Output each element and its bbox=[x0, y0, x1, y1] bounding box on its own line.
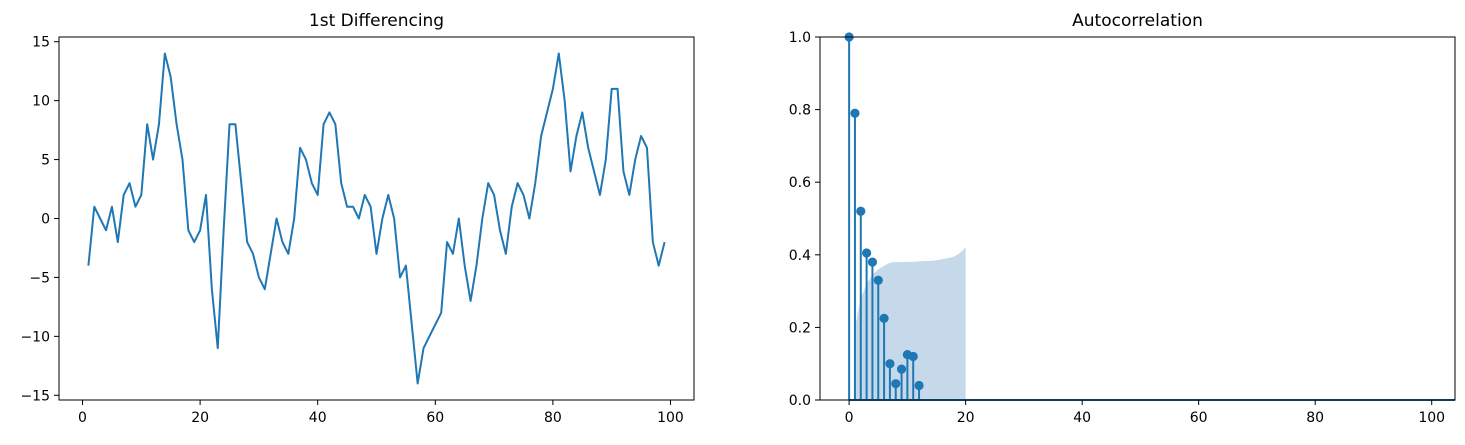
confidence-band bbox=[854, 247, 966, 400]
series-line bbox=[87, 52, 666, 385]
acf-marker bbox=[856, 206, 866, 216]
y-tick-label: 0.2 bbox=[789, 320, 811, 336]
x-axis: 0 20 40 60 80 100 bbox=[78, 400, 684, 426]
axes-frame bbox=[819, 36, 1456, 401]
x-axis: 0 20 40 60 80 100 bbox=[845, 400, 1445, 426]
x-tick-label: 100 bbox=[1418, 410, 1445, 426]
y-tick-label: 0.4 bbox=[789, 248, 811, 264]
autocorrelation-chart: Autocorrelation 0 20 40 60 80 100 0.00.20.40.… bbox=[789, 11, 1456, 426]
acf-marker bbox=[896, 364, 907, 374]
acf-marker bbox=[914, 380, 924, 391]
y-tick-label: 5 bbox=[41, 153, 50, 169]
y-tick-label: −5 bbox=[29, 270, 50, 286]
chart-title: Autocorrelation bbox=[1072, 11, 1203, 31]
y-tick-label: −15 bbox=[20, 388, 50, 404]
x-tick-label: 40 bbox=[1073, 410, 1091, 426]
acf-marker bbox=[891, 379, 901, 389]
y-tick-label: 1.0 bbox=[789, 30, 811, 46]
chart-title: 1st Differencing bbox=[309, 11, 444, 31]
x-tick-label: 20 bbox=[957, 410, 975, 426]
y-tick-label: 10 bbox=[32, 94, 50, 110]
x-tick-label: 40 bbox=[309, 410, 327, 426]
acf-marker bbox=[908, 351, 918, 362]
y-tick-label: 15 bbox=[32, 35, 50, 51]
x-tick-label: 0 bbox=[845, 410, 854, 426]
x-tick-label: 100 bbox=[657, 410, 684, 426]
differencing-chart: 1st Differencing 0 20 40 60 80 100 −15 −10 −5 0 5… bbox=[20, 11, 695, 426]
acf-marker bbox=[879, 313, 889, 323]
x-tick-label: 0 bbox=[78, 410, 87, 426]
plot-area bbox=[87, 52, 666, 385]
acf-marker bbox=[873, 275, 883, 285]
x-tick-label: 80 bbox=[544, 410, 562, 426]
acf-marker bbox=[850, 108, 860, 118]
x-tick-label: 80 bbox=[1306, 410, 1324, 426]
y-tick-label: −10 bbox=[20, 329, 50, 345]
confidence-band-group bbox=[854, 247, 966, 400]
acf-marker bbox=[862, 248, 872, 258]
x-tick-label: 20 bbox=[191, 410, 209, 426]
y-axis: 0.0 0.2 0.4 0.6 0.8 1.0 bbox=[789, 30, 820, 409]
x-tick-label: 60 bbox=[1190, 410, 1208, 426]
x-tick-label: 60 bbox=[426, 410, 444, 426]
y-axis: −15 −10 −5 0 5 10 15 bbox=[20, 35, 59, 404]
acf-marker bbox=[867, 257, 878, 267]
y-tick-label: 0.8 bbox=[789, 103, 811, 119]
y-tick-label: 0.6 bbox=[789, 175, 811, 191]
y-tick-label: 0 bbox=[41, 212, 50, 228]
acf-marker bbox=[885, 359, 895, 369]
y-tick-label: 0.0 bbox=[789, 393, 811, 409]
